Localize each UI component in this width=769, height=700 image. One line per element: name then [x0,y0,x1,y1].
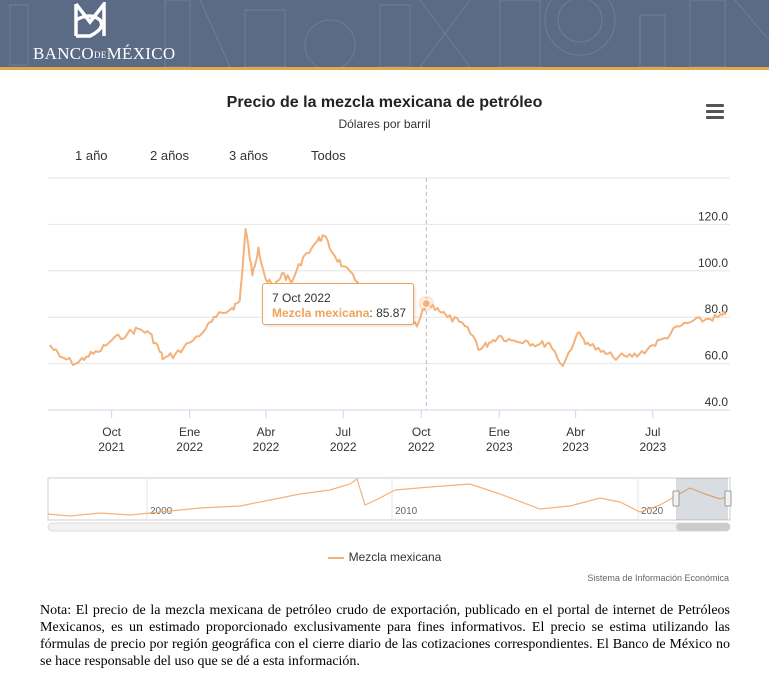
x-tick-year: 2023 [486,440,513,454]
chart-credits[interactable]: Sistema de Información Económica [587,573,729,583]
x-tick-month: Ene [489,425,511,439]
range-button-1-year[interactable]: 1 año [75,148,108,163]
bank-logo-text: BANCODEMÉXICO [33,44,176,63]
hover-point [421,299,431,309]
range-button-all[interactable]: Todos [311,148,346,163]
x-tick-year: 2021 [98,440,125,454]
navigator-selection [676,478,728,520]
y-tick-label: 80.0 [705,302,729,316]
navigator-label: 2010 [395,506,418,517]
range-button-3-years[interactable]: 3 años [229,148,269,163]
x-tick-year: 2022 [330,440,357,454]
x-tick-month: Abr [257,425,276,439]
chart-tooltip: 7 Oct 2022 Mezcla mexicana: 85.87 [262,283,414,325]
scrollbar-thumb[interactable] [676,523,730,531]
legend-label: Mezcla mexicana [348,550,442,564]
hamburger-menu-icon[interactable] [706,104,724,120]
disclaimer-note: Nota: El precio de la mezcla mexicana de… [40,603,730,669]
x-tick-year: 2022 [176,440,203,454]
tooltip-series-name: Mezcla mexicana [272,306,370,320]
y-tick-label: 120.0 [698,209,728,223]
y-tick-label: 100.0 [698,256,728,270]
x-tick-month: Abr [566,425,585,439]
navigator-handle-left [672,490,680,507]
header-stripe [0,67,769,70]
x-tick-year: 2023 [639,440,666,454]
scrollbar-track [47,522,731,532]
chart-title: Precio de la mezcla mexicana de petróleo [226,94,543,111]
x-tick-month: Jul [336,425,351,439]
x-tick-year: 2022 [253,440,280,454]
navigator-handle-right [724,490,732,507]
x-tick-month: Oct [102,425,121,439]
x-tick-month: Jul [645,425,660,439]
x-tick-month: Ene [179,425,201,439]
chart-legend[interactable]: Mezcla mexicana [0,550,769,564]
banxico-logo-icon [74,2,106,38]
range-button-2-years[interactable]: 2 años [150,148,190,163]
tooltip-value: 85.87 [376,306,407,320]
navigator-frame [47,477,731,521]
navigator-series-line [47,478,729,517]
chart-subtitle: Dólares por barril [338,117,431,131]
y-tick-label: 60.0 [705,349,729,363]
x-tick-month: Oct [412,425,431,439]
legend-swatch [327,556,344,559]
y-tick-label: 40.0 [705,395,729,409]
header-banner: BANCODEMÉXICO [0,0,769,70]
price-chart[interactable]: 40.060.080.0100.0120.0Oct2021Ene2022Abr2… [0,0,769,545]
tooltip-date: 7 Oct 2022 [272,291,331,305]
x-tick-year: 2023 [562,440,589,454]
x-tick-year: 2022 [408,440,435,454]
navigator-label: 2020 [641,506,664,517]
